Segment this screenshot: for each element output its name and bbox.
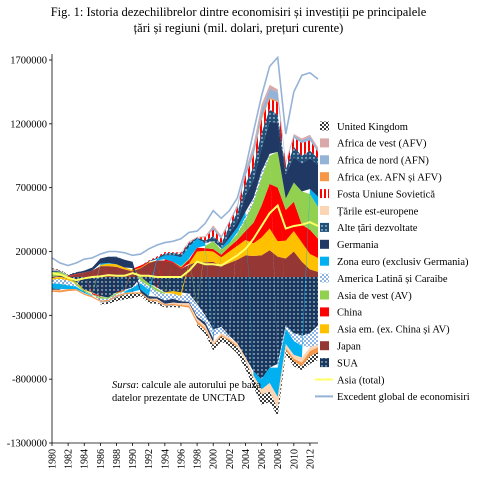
legend-label-asia-em-ex-china-si-av: Asia em. (ex. China și AV) (337, 325, 450, 336)
legend-label-fosta-uniune-sovietica: Fosta Uniune Sovietică (337, 189, 435, 200)
legend-swatch-united-kingdom (320, 121, 329, 131)
legend-swatch-africa-de-vest-afv (320, 138, 329, 148)
y-tick-label: -1300000 (7, 439, 47, 450)
line-layer (51, 55, 319, 282)
chart-title: Fig. 1: Istoria dezechilibrelor dintre e… (0, 4, 477, 36)
legend-label-germania: Germania (337, 240, 379, 251)
legend-label-africa-ex-afn-si-afv: Africa (ex. AFN și AFV) (337, 173, 442, 184)
x-tick-label: 1984 (80, 449, 91, 469)
y-tick-label: 1700000 (10, 56, 47, 67)
y-tick-label: -800000 (12, 375, 47, 386)
legend-swatch-germania (320, 239, 329, 249)
x-tick-label: 2010 (289, 449, 300, 469)
legend-swatch-alte-tari-dezvoltate (320, 222, 329, 232)
x-tick-label: 2006 (257, 449, 268, 469)
area-layer (52, 84, 318, 417)
area-sua (52, 276, 318, 380)
x-tick-label: 1982 (64, 449, 75, 469)
legend-label-united-kingdom: United Kingdom (337, 122, 408, 133)
source-label: Sursa (112, 380, 136, 391)
legend-swatch-asia-de-vest-av (320, 290, 329, 300)
legend-label-alte-tari-dezvoltate: Alte țări dezvoltate (337, 223, 418, 234)
legend-label-japan: Japan (337, 342, 362, 353)
area-asia-em-ex-china-si-av (52, 228, 318, 297)
legend-swatch-tarile-est-europene (320, 206, 329, 215)
legend-swatch-africa-ex-afn-si-afv (320, 172, 329, 182)
legend-swatch-japan (320, 341, 329, 351)
x-tick-label: 1980 (48, 449, 59, 469)
legend-label-excedent-global-de-economisiri: Excedent global de economisiri (337, 392, 470, 403)
legend-label-zona-euro-exclusiv-germania: Zona euro (exclusiv Germania) (337, 257, 469, 268)
legend-swatch-china (320, 307, 329, 317)
legend-swatch-fosta-uniune-sovietica (320, 189, 329, 199)
legend-label-africa-de-nord-afn: Africa de nord (AFN) (337, 156, 429, 167)
y-tick-label: -300000 (12, 311, 47, 322)
line-asia-total (51, 203, 319, 282)
y-tick-label: 200000 (16, 247, 48, 258)
legend-label-china: China (337, 308, 362, 319)
chart-title-line2: țări și regiuni (mil. dolari, prețuri cu… (133, 21, 344, 35)
legend-label-tarile-est-europene: Țările est-europene (337, 206, 419, 217)
y-tick-label: 700000 (16, 183, 48, 194)
legend-swatch-zona-euro-exclusiv-germania (320, 256, 329, 266)
legend-label-africa-de-vest-afv: Africa de vest (AFV) (337, 139, 427, 150)
x-tick-label: 2008 (273, 449, 284, 469)
x-tick-label: 2004 (241, 449, 252, 469)
axes-layer: -1300000 -800000 -300000 200000 700000 120000… (7, 54, 318, 469)
x-tick-label: 1986 (96, 449, 107, 469)
legend-label-asia-total: Asia (total) (337, 375, 385, 386)
x-tick-label: 1998 (193, 449, 204, 469)
source-text: : calcule ale autorului pe baza datelor … (112, 380, 261, 404)
x-tick-label: 2000 (209, 449, 220, 469)
chart-title-line1: Fig. 1: Istoria dezechilibrelor dintre e… (50, 5, 427, 19)
x-tick-label: 1988 (112, 449, 123, 469)
x-tick-label: 2002 (225, 449, 236, 469)
x-tick-label: 2012 (305, 449, 316, 469)
legend-label-sua: SUA (337, 358, 358, 369)
y-tick-label: 1200000 (10, 119, 47, 130)
x-tick-label: 1994 (160, 449, 171, 469)
legend-swatch-sua (320, 358, 329, 368)
line-excedent-global-de-economisiri (51, 55, 319, 267)
legend-label-asia-de-vest-av: Asia de vest (AV) (337, 291, 412, 302)
legend-swatch-asia-em-ex-china-si-av (320, 324, 329, 334)
legend-label-america-latina-si-caraibe: America Latină și Caraibe (337, 274, 448, 285)
x-tick-label: 1990 (128, 449, 139, 469)
source-note: Sursa: calcule ale autorului pe baza dat… (112, 379, 262, 405)
x-tick-label: 1992 (144, 449, 155, 469)
legend-swatch-america-latina-si-caraibe (320, 273, 329, 283)
legend: United Kingdom Africa de vest (AFV) Africa… (315, 121, 470, 403)
legend-swatch-africa-de-nord-afn (320, 155, 329, 165)
x-tick-label: 1996 (176, 449, 187, 469)
